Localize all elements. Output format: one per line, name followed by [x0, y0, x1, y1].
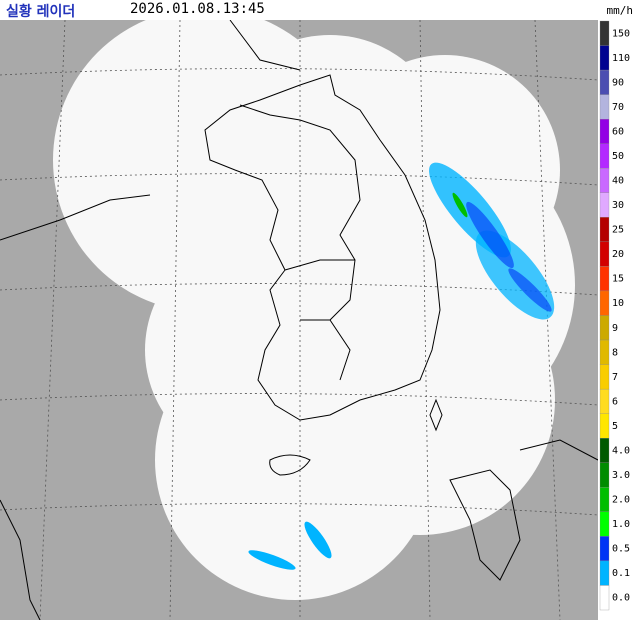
legend-label: 4.0 [612, 445, 630, 456]
legend-label: 110 [612, 53, 630, 64]
legend-swatch [599, 560, 610, 586]
legend-swatch [599, 585, 610, 611]
legend-label: 1.0 [612, 519, 630, 530]
legend-label: 60 [612, 126, 624, 137]
legend: 150 110 90 70 60 50 40 30 25 20 15 10 9 8 7 6 5 4.0 3.0 2.0… [599, 20, 630, 611]
legend-swatch [599, 143, 610, 169]
legend-label: 10 [612, 298, 624, 309]
legend-label: 7 [612, 372, 618, 383]
legend-label: 6 [612, 396, 618, 407]
legend-label: 70 [612, 102, 624, 113]
legend-label: 2.0 [612, 495, 630, 506]
legend-swatch [599, 266, 610, 292]
legend-label: 20 [612, 249, 624, 260]
radar-echo [248, 162, 555, 570]
legend-label: 150 [612, 28, 630, 39]
legend-swatch [599, 388, 610, 414]
legend-swatch [599, 217, 610, 243]
legend-label: 0.0 [612, 593, 630, 604]
legend-label: 15 [612, 274, 624, 285]
legend-swatch [599, 315, 610, 341]
legend-swatch [599, 45, 610, 71]
legend-label: 0.1 [612, 568, 630, 579]
legend-label: 25 [612, 225, 624, 236]
radar-map [0, 20, 598, 620]
legend-label: 5 [612, 421, 618, 432]
legend-swatch [599, 413, 610, 439]
legend-swatch [599, 536, 610, 562]
unit: mm/h [606, 4, 634, 17]
legend-swatch [599, 94, 610, 120]
timestamp: 2026.01.08.13:45 [130, 1, 265, 17]
legend-swatch [599, 290, 610, 316]
legend-label: 50 [612, 151, 624, 162]
legend-label: 8 [612, 347, 618, 358]
legend-swatch [599, 511, 610, 537]
radar-coverage [53, 20, 575, 600]
legend-label: 90 [612, 77, 624, 88]
legend-swatch [599, 462, 610, 488]
coastline [0, 20, 598, 620]
legend-label: 0.5 [612, 544, 630, 555]
legend-swatch [599, 487, 610, 512]
legend-swatch [599, 241, 610, 267]
legend-label: 9 [612, 323, 618, 334]
legend-swatch [599, 364, 610, 390]
legend-swatch [599, 20, 610, 46]
legend-label: 30 [612, 200, 624, 211]
legend-swatch [599, 339, 610, 365]
legend-swatch [599, 168, 610, 193]
legend-label: 3.0 [612, 470, 630, 481]
legend-label: 40 [612, 176, 624, 187]
legend-swatch [599, 119, 610, 144]
legend-swatch [599, 69, 610, 95]
title: 실황 레이더 [6, 4, 76, 20]
legend-swatch [599, 192, 610, 218]
legend-swatch [599, 438, 610, 463]
